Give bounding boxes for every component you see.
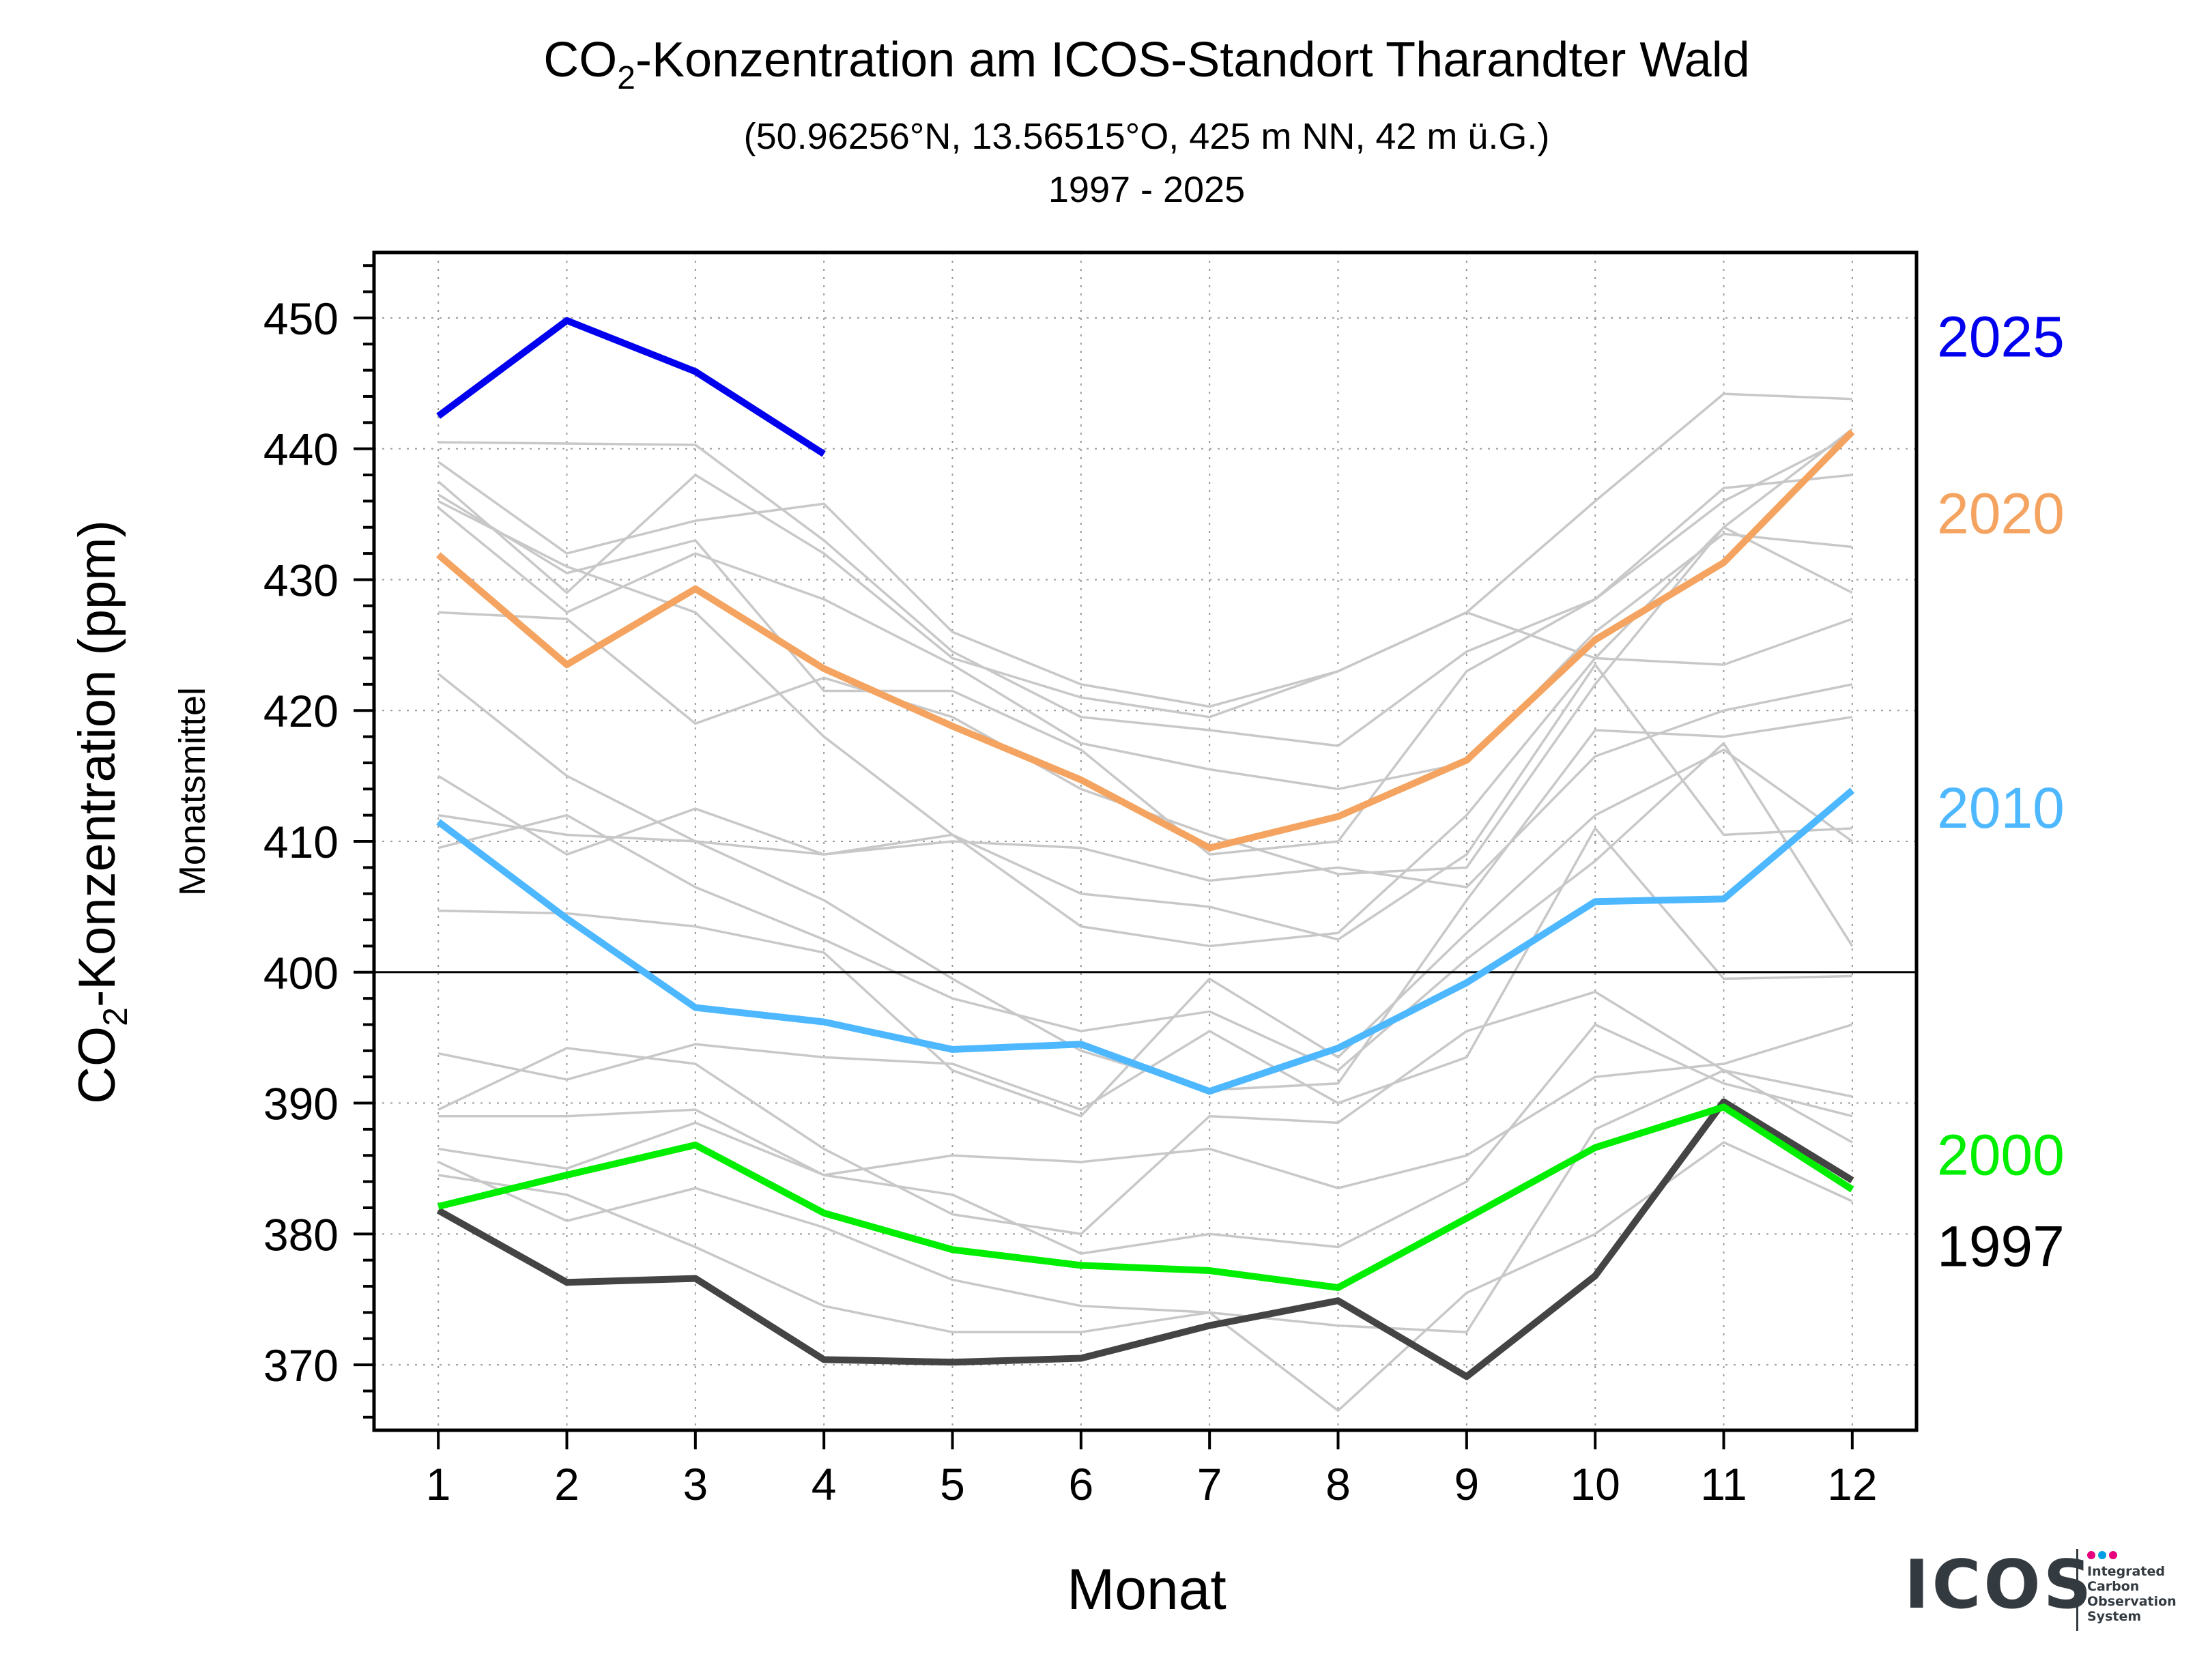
background-year-line (437, 1069, 1853, 1333)
icos-logo-wordmark: ICOS (1904, 1546, 2095, 1624)
background-year-line (437, 1141, 1853, 1412)
x-tick-label: 4 (812, 1459, 837, 1509)
icos-logo-dots-icon (2087, 1550, 2120, 1563)
chart-period: 1997 - 2025 (1048, 169, 1245, 210)
series-line-2010 (436, 787, 1855, 1095)
x-axis-title: Monat (1067, 1557, 1226, 1621)
x-tick-label: 10 (1570, 1459, 1620, 1509)
x-tick-label: 2 (554, 1459, 579, 1509)
background-year-line (437, 1023, 1853, 1255)
chart-title: CO2-Konzentration am ICOS-Standort Thara… (543, 33, 1749, 96)
background-year-line (437, 461, 1853, 708)
x-tick-label: 3 (683, 1459, 708, 1509)
background-year-line (438, 434, 1853, 747)
series-line-1997 (436, 1098, 1854, 1380)
legend-label-2010: 2010 (1937, 776, 2065, 840)
y-tick-label: 440 (263, 424, 339, 475)
x-tick-label: 11 (1700, 1459, 1747, 1509)
background-year-line (437, 392, 1852, 719)
y-tick-label: 380 (263, 1209, 339, 1260)
background-year-line (437, 506, 1853, 791)
legend-label-1997: 1997 (1937, 1215, 2065, 1279)
background-year-line (437, 990, 1853, 1236)
legend-label-2000: 2000 (1937, 1123, 2065, 1187)
y-tick-label: 450 (263, 293, 339, 344)
background-year-line (438, 749, 1853, 1118)
series-line-2025 (436, 317, 826, 457)
icos-logo: ICOS Integrated Carbon Observation Syste… (1904, 1542, 2191, 1638)
background-year-line (437, 683, 1853, 888)
background-year-line (437, 742, 1854, 1072)
highlight-series-lines (435, 317, 1855, 1380)
x-tick-label: 9 (1454, 1459, 1479, 1509)
y-tick-label: 420 (263, 686, 339, 736)
x-tick-label: 12 (1827, 1459, 1877, 1509)
icos-logo-divider (2076, 1549, 2078, 1631)
background-year-line (438, 1023, 1853, 1189)
y-tick-label: 430 (263, 555, 339, 605)
x-tick-label: 7 (1197, 1459, 1222, 1509)
series-line-2000 (437, 1103, 1854, 1291)
chart-subtitle: (50.96256°N, 13.56515°O, 425 m NN, 42 m … (744, 116, 1550, 157)
background-year-line (437, 663, 1852, 941)
y-tick-label: 390 (263, 1079, 339, 1129)
legend-label-2020: 2020 (1937, 482, 2065, 546)
y-axis-title: CO2-Konzentration (ppm) (68, 520, 134, 1104)
legend-label-2025: 2025 (1937, 305, 2065, 369)
x-tick-label: 6 (1068, 1459, 1093, 1509)
background-series-lines (437, 392, 1854, 1412)
y-axis-secondary-title: Monatsmittel (172, 687, 213, 896)
y-tick-label: 400 (263, 948, 339, 998)
series-legend: 2025 2020 2010 2000 1997 (1937, 305, 2065, 1279)
y-tick-label: 410 (263, 817, 339, 867)
icos-logo-subtitle: Integrated Carbon Observation System (2087, 1564, 2177, 1624)
y-tick-label: 370 (263, 1340, 339, 1391)
x-tick-label: 8 (1325, 1459, 1351, 1509)
x-tick-label: 5 (940, 1459, 965, 1509)
series-line-2020 (435, 429, 1855, 852)
x-tick-label: 1 (426, 1459, 451, 1509)
background-year-line (437, 474, 1853, 856)
